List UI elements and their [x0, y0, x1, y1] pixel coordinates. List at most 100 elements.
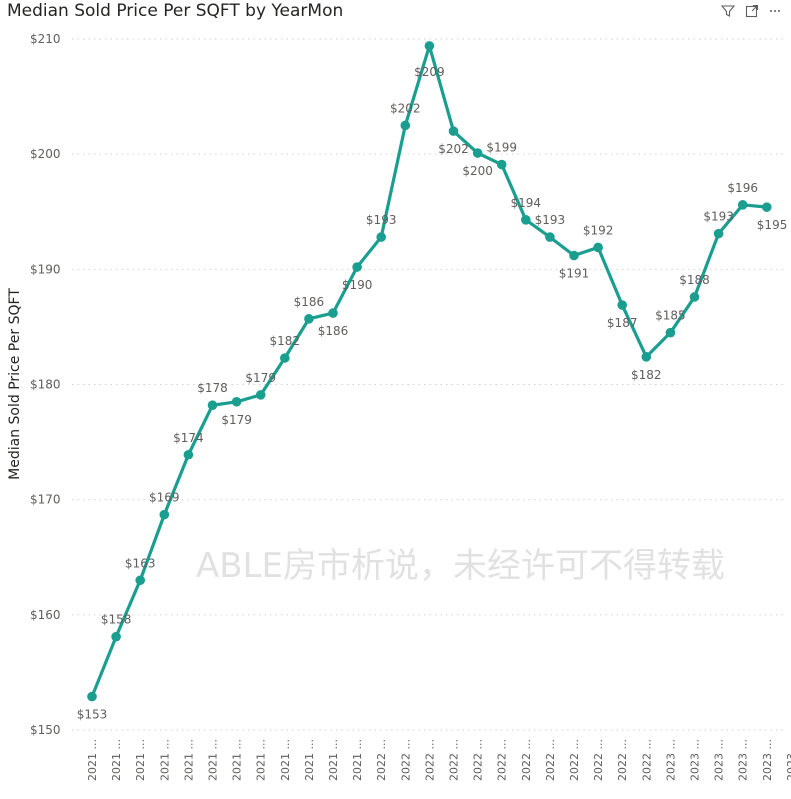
data-point[interactable]	[255, 390, 266, 400]
gridlines	[72, 38, 786, 731]
y-tick-label: $170	[30, 493, 61, 507]
x-tick-label: 2022 ...	[592, 739, 605, 781]
data-label: $186	[294, 295, 325, 309]
data-label: $192	[583, 223, 614, 237]
data-label: $202	[390, 101, 421, 115]
data-point[interactable]	[111, 631, 121, 642]
data-label: $153	[77, 708, 108, 722]
data-label: $179	[221, 413, 252, 427]
x-tick-label: 2023 ...	[737, 739, 750, 781]
data-point[interactable]	[665, 327, 676, 338]
x-tick-label: 2021 ...	[86, 739, 99, 781]
data-label: $178	[197, 381, 228, 395]
data-point[interactable]	[496, 159, 507, 170]
data-point[interactable]	[689, 292, 700, 302]
y-tick-label: $210	[30, 32, 61, 46]
data-label: $209	[414, 65, 445, 79]
data-label: $193	[366, 213, 397, 227]
x-tick-label: 2022 ...	[448, 739, 461, 781]
data-point[interactable]	[183, 449, 194, 460]
data-points	[87, 41, 772, 702]
data-point[interactable]	[304, 314, 314, 324]
data-label: $200	[462, 164, 493, 178]
data-point[interactable]	[593, 242, 603, 253]
data-point[interactable]	[231, 396, 242, 407]
data-label: $163	[125, 556, 156, 570]
visual-header-icons	[721, 4, 781, 18]
x-tick-label: 2023 ...	[761, 739, 774, 781]
data-label: $182	[631, 368, 662, 382]
data-label: $195	[757, 218, 788, 232]
data-point[interactable]	[641, 352, 652, 362]
data-point[interactable]	[352, 262, 362, 272]
data-point[interactable]	[376, 232, 387, 242]
data-point[interactable]	[737, 200, 748, 210]
x-tick-label: 2022 ...	[399, 739, 412, 781]
data-label: $191	[559, 267, 590, 281]
x-tick-label: 2022 ...	[544, 739, 557, 781]
x-tick-label: 2022 ...	[423, 739, 436, 781]
x-tick-label: 2022 ...	[520, 739, 533, 781]
filter-icon[interactable]	[721, 4, 735, 18]
x-tick-label: 2022 ...	[496, 739, 509, 781]
focus-mode-icon[interactable]	[745, 4, 759, 18]
data-point[interactable]	[545, 232, 555, 242]
data-label: $188	[679, 273, 710, 287]
data-label: $186	[318, 324, 349, 338]
data-point[interactable]	[448, 126, 459, 136]
data-point[interactable]	[424, 41, 435, 51]
data-label: $169	[149, 491, 180, 505]
data-point[interactable]	[617, 300, 627, 310]
data-label: $196	[727, 181, 758, 195]
x-tick-label: 2022 ...	[375, 739, 388, 781]
data-point[interactable]	[472, 148, 483, 158]
data-label: $199	[486, 141, 517, 155]
data-point[interactable]	[521, 215, 531, 225]
x-tick-label: 2021 ...	[255, 739, 268, 781]
x-tick-label: 2021 ...	[279, 739, 292, 781]
data-point[interactable]	[713, 228, 724, 239]
data-label: $194	[511, 196, 542, 210]
data-label: $179	[245, 371, 276, 385]
data-point[interactable]	[207, 400, 218, 411]
x-tick-label: 2023 ...	[689, 739, 702, 781]
y-axis-title: Median Sold Price Per SQFT	[7, 288, 23, 480]
x-tick-label: 2022 ...	[568, 739, 581, 781]
watermark-text: ABLE房市析说，未经许可不得转载	[196, 546, 725, 586]
x-tick-label: 2023 ...	[664, 739, 677, 781]
x-tick-label: 2021 ...	[110, 739, 123, 781]
y-tick-label: $180	[30, 378, 61, 392]
x-tick-label: 2021 ...	[207, 739, 220, 781]
x-tick-label: 2021 ...	[231, 739, 244, 781]
data-label: $185	[655, 309, 686, 323]
x-tick-label: 2022 ...	[472, 739, 485, 781]
data-point[interactable]	[569, 250, 579, 261]
series-line	[90, 44, 769, 699]
x-axis-ticks: 2021 ... 2021 ... 2021 ... 2021 ... 2021 ...…	[86, 739, 791, 781]
data-label: $190	[342, 278, 373, 292]
data-label: $174	[173, 431, 204, 445]
x-tick-label: 2021 ...	[303, 739, 316, 781]
data-point[interactable]	[400, 120, 411, 131]
data-labels: $153 $158 $163 $169 $174 $178 $179 $179 $182 $186…	[77, 65, 788, 722]
data-point[interactable]	[87, 691, 97, 702]
data-point[interactable]	[328, 308, 338, 318]
chart-title: Median Sold Price Per SQFT by YearMon	[7, 1, 344, 21]
y-tick-label: $150	[30, 723, 61, 737]
data-point[interactable]	[159, 509, 170, 520]
data-point[interactable]	[280, 353, 290, 363]
x-tick-label: 2022 ...	[616, 739, 629, 781]
data-label: $193	[703, 210, 734, 224]
data-label: $202	[438, 142, 469, 156]
y-tick-label: $160	[30, 608, 61, 622]
data-point[interactable]	[762, 202, 772, 212]
x-tick-label: 2021 ...	[327, 739, 340, 781]
data-label: $182	[270, 334, 301, 348]
x-tick-label: 2021 ...	[158, 739, 171, 781]
data-point[interactable]	[135, 575, 145, 586]
x-tick-label: 2022 ...	[640, 739, 653, 781]
x-tick-label: 2021 ...	[134, 739, 147, 781]
data-label: $193	[535, 213, 566, 227]
more-options-icon[interactable]	[769, 4, 781, 18]
